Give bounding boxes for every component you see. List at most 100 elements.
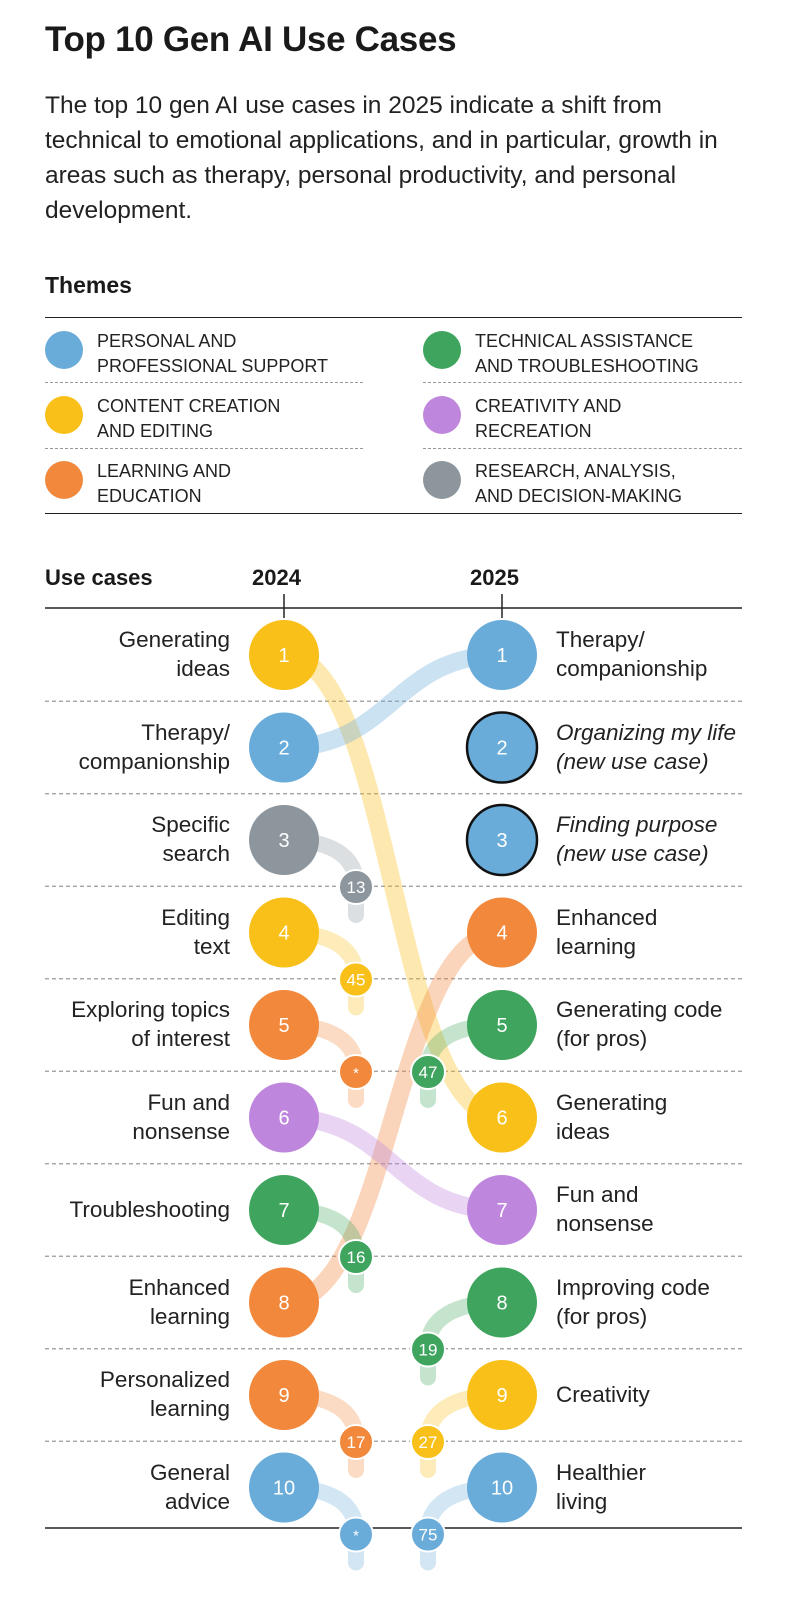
label-line: learning — [149, 1396, 230, 1421]
label-line: Generating — [556, 1089, 668, 1115]
legend-label: AND EDITING — [97, 421, 214, 441]
newcomer-badge: 75 — [410, 1516, 446, 1553]
themes-top-rule — [45, 317, 742, 318]
rank-2025-8: 8 — [467, 1267, 537, 1338]
label-line: text — [193, 933, 230, 959]
rank-number: 1 — [496, 645, 507, 667]
rank-2024-7: 7 — [249, 1175, 319, 1245]
label-line: nonsense — [556, 1211, 654, 1236]
badge-circle — [410, 1516, 446, 1553]
page-title: Top 10 Gen AI Use Cases — [45, 20, 457, 59]
legend-item-learning: LEARNING AND EDUCATION — [45, 461, 375, 521]
creativity-swatch-icon — [423, 396, 461, 434]
label-line: Generating — [118, 627, 230, 652]
rank-circle — [249, 1082, 319, 1153]
badge-circle — [338, 1054, 374, 1090]
badge-circle — [338, 869, 374, 905]
flow-ribbon — [275, 1108, 511, 1219]
label-line: companionship — [78, 748, 230, 774]
rank-circle — [467, 1267, 537, 1338]
newcomer-badge: 27 — [410, 1424, 446, 1460]
legend-label: CONTENT CREATION — [97, 396, 281, 416]
rank-number: 3 — [278, 830, 289, 852]
year-2025-label: 2025 — [470, 565, 519, 590]
badge-label: 13 — [347, 878, 366, 897]
label-line: Fun and — [556, 1182, 639, 1207]
use-case-2025-label: Generating code (for pros) — [556, 995, 776, 1053]
legend-label: AND TROUBLESHOOTING — [475, 356, 699, 376]
badge-label: 27 — [419, 1433, 438, 1452]
legend-label: TECHNICAL ASSISTANCE — [475, 331, 694, 351]
label-line: Generating code — [556, 997, 723, 1022]
use-case-2024-label: Exploring topics of interest — [40, 995, 230, 1053]
rank-2025-1: 1 — [467, 620, 537, 690]
rank-2025-7: 7 — [467, 1175, 537, 1245]
rank-number: 4 — [278, 923, 289, 945]
badge-label: 45 — [347, 971, 366, 990]
legend-item-personal: PERSONAL AND PROFESSIONAL SUPPORT — [45, 331, 375, 391]
research-swatch-icon — [423, 461, 461, 499]
year-2024-label: 2024 — [252, 565, 301, 590]
rank-circle — [467, 1360, 537, 1430]
rank-number: 10 — [273, 1478, 295, 1500]
rank-2025-5: 5 — [467, 990, 537, 1060]
rank-2024-4: 4 — [249, 897, 319, 968]
newcomer-badge: 47 — [410, 1054, 446, 1090]
rank-number: 6 — [496, 1108, 507, 1130]
rank-circle — [249, 1175, 319, 1245]
rank-number: 8 — [496, 1293, 507, 1315]
rank-circle — [467, 897, 537, 968]
rank-circle — [249, 1360, 319, 1430]
label-line: Enhanced — [128, 1274, 230, 1300]
rank-number: 7 — [496, 1200, 507, 1222]
flow-ribbon — [275, 646, 511, 1127]
rank-circle — [249, 1267, 319, 1338]
legend-item-research: RESEARCH, ANALYSIS, AND DECISION-MAKING — [423, 461, 753, 521]
badge-circle — [410, 1054, 446, 1090]
label-line: Specific — [151, 812, 230, 837]
rank-2025-2: 2 — [465, 711, 539, 784]
dropout-badge: 17 — [338, 1424, 374, 1460]
use-case-2024-label: Enhanced learning — [40, 1273, 230, 1331]
rank-circle — [249, 805, 319, 875]
label-line: Improving code — [556, 1274, 710, 1300]
rank-2024-6: 6 — [249, 1082, 319, 1153]
dropout-badge: * — [338, 1054, 374, 1090]
rank-2024-2: 2 — [249, 712, 319, 783]
dropout-badge: * — [338, 1516, 374, 1553]
rank-2024-8: 8 — [249, 1267, 319, 1338]
rank-circle — [467, 1452, 537, 1523]
label-line: search — [162, 841, 230, 866]
legend-item-technical: TECHNICAL ASSISTANCE AND TROUBLESHOOTING — [423, 331, 753, 391]
learning-swatch-icon — [45, 461, 83, 499]
rank-circle — [249, 620, 319, 690]
flow-ribbon — [275, 923, 511, 1312]
rank-2025-3: 3 — [465, 803, 539, 877]
use-case-2025-label: Fun and nonsense — [556, 1180, 776, 1238]
label-line: Troubleshooting — [69, 1197, 230, 1222]
badge-label: 47 — [419, 1063, 438, 1082]
rank-2024-3: 3 — [249, 805, 319, 875]
legend-divider — [45, 382, 363, 383]
rank-2024-9: 9 — [249, 1360, 319, 1430]
label-line: living — [556, 1488, 608, 1514]
label-line: learning — [149, 1303, 230, 1329]
badge-circle — [410, 1424, 446, 1460]
badge-circle — [338, 1239, 374, 1275]
rank-number: 1 — [278, 645, 289, 667]
use-case-2025-label: Healthier living — [556, 1458, 776, 1516]
rank-number: 3 — [496, 830, 507, 852]
label-line: companionship — [556, 656, 708, 681]
rank-circle — [249, 990, 319, 1060]
label-line: Healthier — [556, 1459, 647, 1485]
rank-number: 4 — [496, 923, 507, 945]
rank-number: 9 — [278, 1385, 289, 1407]
rank-2025-6: 6 — [467, 1082, 537, 1153]
legend-label: PERSONAL AND — [97, 331, 237, 351]
use-case-2025-label: Therapy/companionship — [556, 625, 776, 683]
badge-label: * — [353, 1065, 359, 1082]
legend-label: RESEARCH, ANALYSIS, — [475, 461, 676, 481]
rank-number: 8 — [278, 1293, 289, 1315]
use-cases-heading: Use cases — [45, 565, 153, 590]
legend-divider — [45, 448, 363, 449]
